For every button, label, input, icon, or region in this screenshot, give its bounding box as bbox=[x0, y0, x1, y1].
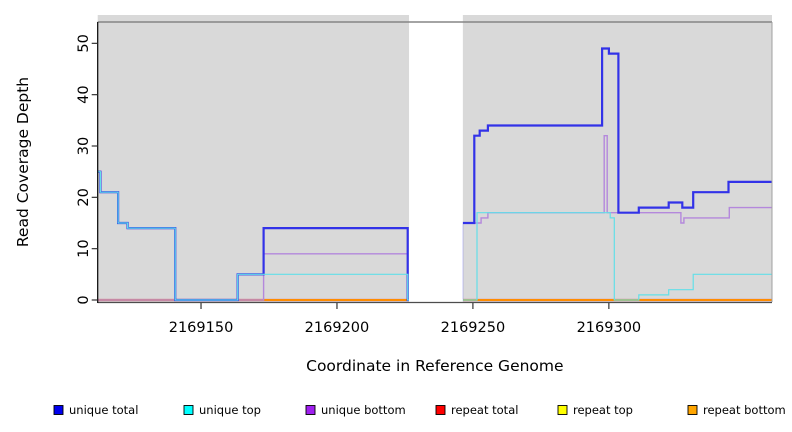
y-axis-title: Read Coverage Depth bbox=[14, 77, 32, 247]
x-axis: 2169150 2169200 2169250 2169300 bbox=[169, 303, 641, 336]
x-tick-label: 2169200 bbox=[305, 320, 370, 336]
legend-label: unique bottom bbox=[321, 403, 406, 417]
x-tick-label: 2169300 bbox=[577, 320, 642, 336]
legend-label: repeat top bbox=[573, 403, 633, 417]
legend-item-repeat-bottom: repeat bottom bbox=[687, 403, 786, 417]
y-axis: 0 10 20 30 40 50 bbox=[76, 34, 98, 305]
x-tick-label: 2169150 bbox=[169, 320, 234, 336]
legend-label: repeat total bbox=[451, 403, 518, 417]
legend-swatch bbox=[687, 405, 698, 415]
legend-label: unique total bbox=[69, 403, 138, 417]
x-tick-label: 2169250 bbox=[441, 320, 506, 336]
masked-region bbox=[409, 15, 463, 302]
legend-item-repeat-total: repeat total bbox=[435, 403, 518, 417]
legend-swatch bbox=[557, 405, 568, 415]
legend-item-unique-total: unique total bbox=[53, 403, 138, 417]
legend-item-unique-bottom: unique bottom bbox=[305, 403, 406, 417]
y-tick-label: 0 bbox=[76, 295, 92, 304]
legend-label: unique top bbox=[199, 403, 261, 417]
legend-swatch bbox=[305, 405, 316, 415]
legend-swatch bbox=[53, 405, 64, 415]
y-tick-label: 10 bbox=[76, 239, 92, 257]
y-tick-label: 30 bbox=[76, 137, 92, 155]
legend-item-unique-top: unique top bbox=[183, 403, 261, 417]
legend-label: repeat bottom bbox=[703, 403, 786, 417]
legend-swatch bbox=[435, 405, 446, 415]
y-tick-label: 20 bbox=[76, 188, 92, 206]
x-axis-title: Coordinate in Reference Genome bbox=[306, 357, 563, 375]
legend-swatch bbox=[183, 405, 194, 415]
y-tick-label: 50 bbox=[76, 34, 92, 52]
y-tick-label: 40 bbox=[76, 85, 92, 103]
legend-item-repeat-top: repeat top bbox=[557, 403, 633, 417]
legend: unique total unique top unique bottom repea… bbox=[53, 403, 786, 417]
